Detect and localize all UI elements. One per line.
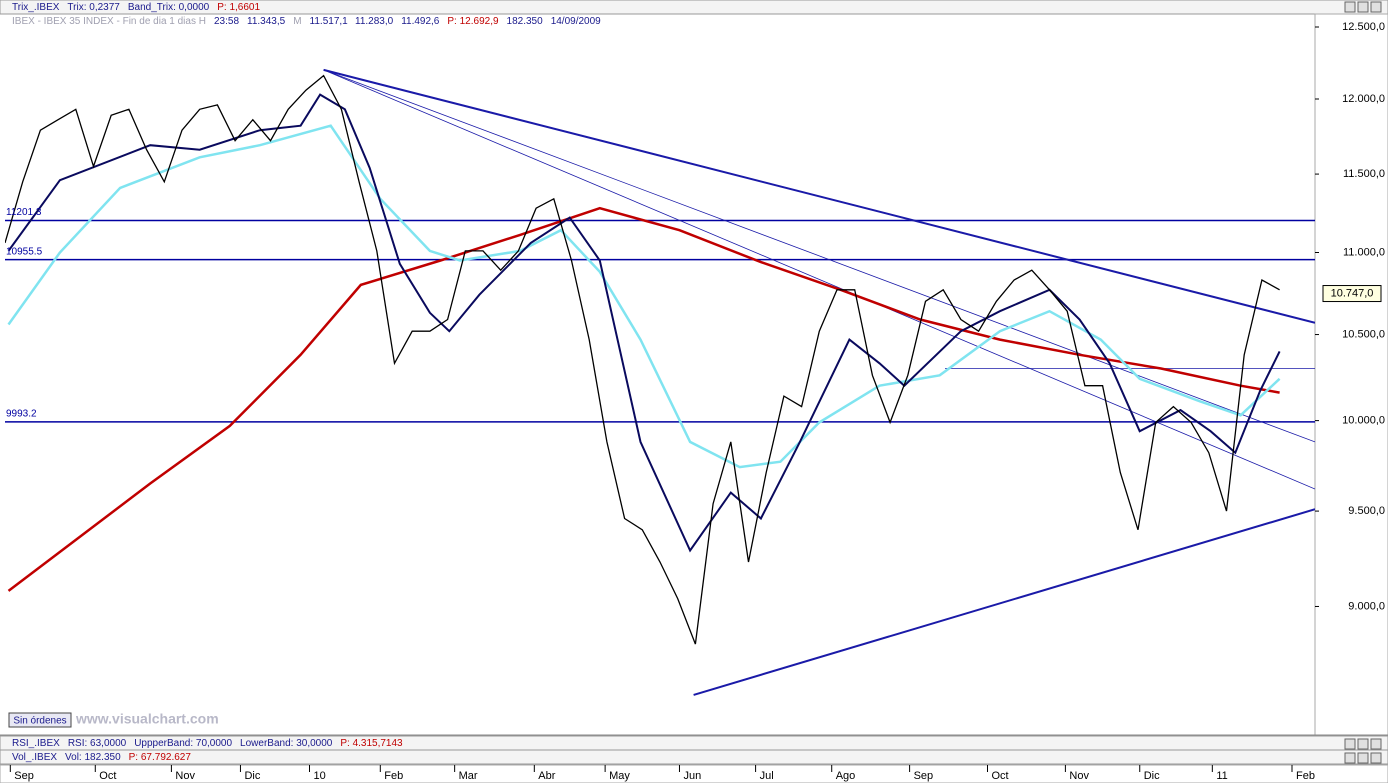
x-tick-label: Oct	[992, 770, 1009, 782]
info-item: Vol_.IBEX	[12, 752, 57, 763]
x-tick-label: Sep	[14, 770, 34, 782]
info-item: 11.517,1	[310, 16, 349, 27]
trendline	[693, 508, 1315, 696]
x-tick-label: Nov	[1069, 770, 1089, 782]
level-label: 10955.5	[6, 246, 43, 257]
x-tick-label: May	[609, 770, 630, 782]
last-price-label: 10.747,0	[1331, 287, 1374, 299]
info-item: 14/09/2009	[551, 16, 601, 27]
y-tick-label: 9.000,0	[1348, 600, 1385, 612]
x-tick-label: Feb	[1296, 770, 1315, 782]
window-buttons[interactable]	[1344, 1, 1382, 764]
rsi-header: RSI_.IBEX RSI: 63,0000 UppperBand: 70,0000…	[12, 738, 403, 749]
vol-bar	[0, 749, 1388, 765]
info-item: Trix_.IBEX	[12, 2, 60, 13]
y-tick-label: 10.000,0	[1342, 415, 1385, 427]
level-label: 9993.2	[6, 408, 37, 419]
trendline	[323, 68, 1315, 324]
plot	[5, 68, 1315, 696]
info-item: 11.283,0	[355, 16, 394, 27]
y-tick-label: 12.500,0	[1342, 21, 1385, 33]
moving-average	[7, 124, 1281, 469]
trendline	[323, 69, 1315, 443]
x-tick-label: 11	[1216, 770, 1227, 782]
moving-average	[7, 93, 1281, 553]
level-label: 11201.3	[6, 207, 42, 218]
x-tick-label: Feb	[384, 770, 403, 782]
x-tick-label: Dic	[244, 770, 260, 782]
maximize-button[interactable]	[1357, 738, 1369, 750]
maximize-button[interactable]	[1357, 1, 1369, 13]
price-line	[5, 74, 1280, 645]
info-item: Band_Trix: 0,0000	[128, 2, 210, 13]
close-button[interactable]	[1370, 738, 1382, 750]
y-axis-area	[1314, 13, 1388, 736]
info-item: P: 12.692,9	[447, 16, 499, 27]
trix-bar	[0, 0, 1388, 15]
x-tick-label: Nov	[175, 770, 195, 782]
info-item: UppperBand: 70,0000	[134, 738, 232, 749]
y-tick-label: 11.500,0	[1343, 168, 1385, 180]
info-item: 23:58	[214, 16, 239, 27]
minimize-button[interactable]	[1344, 738, 1356, 750]
y-tick-label: 12.000,0	[1342, 93, 1385, 105]
last-price-box	[1322, 285, 1382, 303]
y-tick-label: 11.000,0	[1343, 246, 1385, 258]
x-axis-area	[0, 764, 1388, 783]
info-item: P: 67.792.627	[129, 752, 192, 763]
vol-header: Vol_.IBEX Vol: 182.350 P: 67.792.627	[12, 752, 191, 763]
x-tick-label: 10	[313, 770, 325, 782]
trix-header: Trix_.IBEX Trix: 0,2377 Band_Trix: 0,0000 P…	[12, 2, 260, 13]
x-tick-label: Ago	[836, 770, 856, 782]
info-item: IBEX - IBEX 35 INDEX - Fin de dia 1 dias…	[12, 16, 206, 27]
info-item: Vol: 182.350	[65, 752, 121, 763]
info-item: Trix: 0,2377	[67, 2, 120, 13]
info-item: LowerBand: 30,0000	[240, 738, 333, 749]
minimize-button[interactable]	[1344, 1, 1356, 13]
trendline	[323, 69, 1315, 490]
info-item: P: 1,6601	[217, 2, 260, 13]
x-tick-label: Mar	[459, 770, 478, 782]
x-tick-label: Sep	[914, 770, 934, 782]
info-item: RSI_.IBEX	[12, 738, 60, 749]
maximize-button[interactable]	[1357, 752, 1369, 764]
x-tick-label: Abr	[538, 770, 555, 782]
x-tick-label: Jul	[760, 770, 774, 782]
info-item: 11.343,5	[247, 16, 286, 27]
info-item: M	[293, 16, 301, 27]
minimize-button[interactable]	[1344, 752, 1356, 764]
info-item: RSI: 63,0000	[68, 738, 127, 749]
y-tick-label: 10.500,0	[1342, 328, 1385, 340]
close-button[interactable]	[1370, 1, 1382, 13]
x-tick-label: Dic	[1144, 770, 1160, 782]
x-tick-label: Jun	[683, 770, 701, 782]
price-header: IBEX - IBEX 35 INDEX - Fin de dia 1 dias…	[12, 16, 601, 27]
close-button[interactable]	[1370, 752, 1382, 764]
info-item: 11.492,6	[401, 16, 440, 27]
y-tick-label: 9.500,0	[1348, 505, 1385, 517]
info-item: 182.350	[507, 16, 544, 27]
site-watermark: www.visualchart.com	[75, 711, 219, 727]
orders-box	[8, 712, 72, 728]
info-item: P: 4.315,7143	[340, 738, 403, 749]
orders-status: Sin órdenes	[13, 716, 66, 727]
x-tick-label: Oct	[99, 770, 116, 782]
